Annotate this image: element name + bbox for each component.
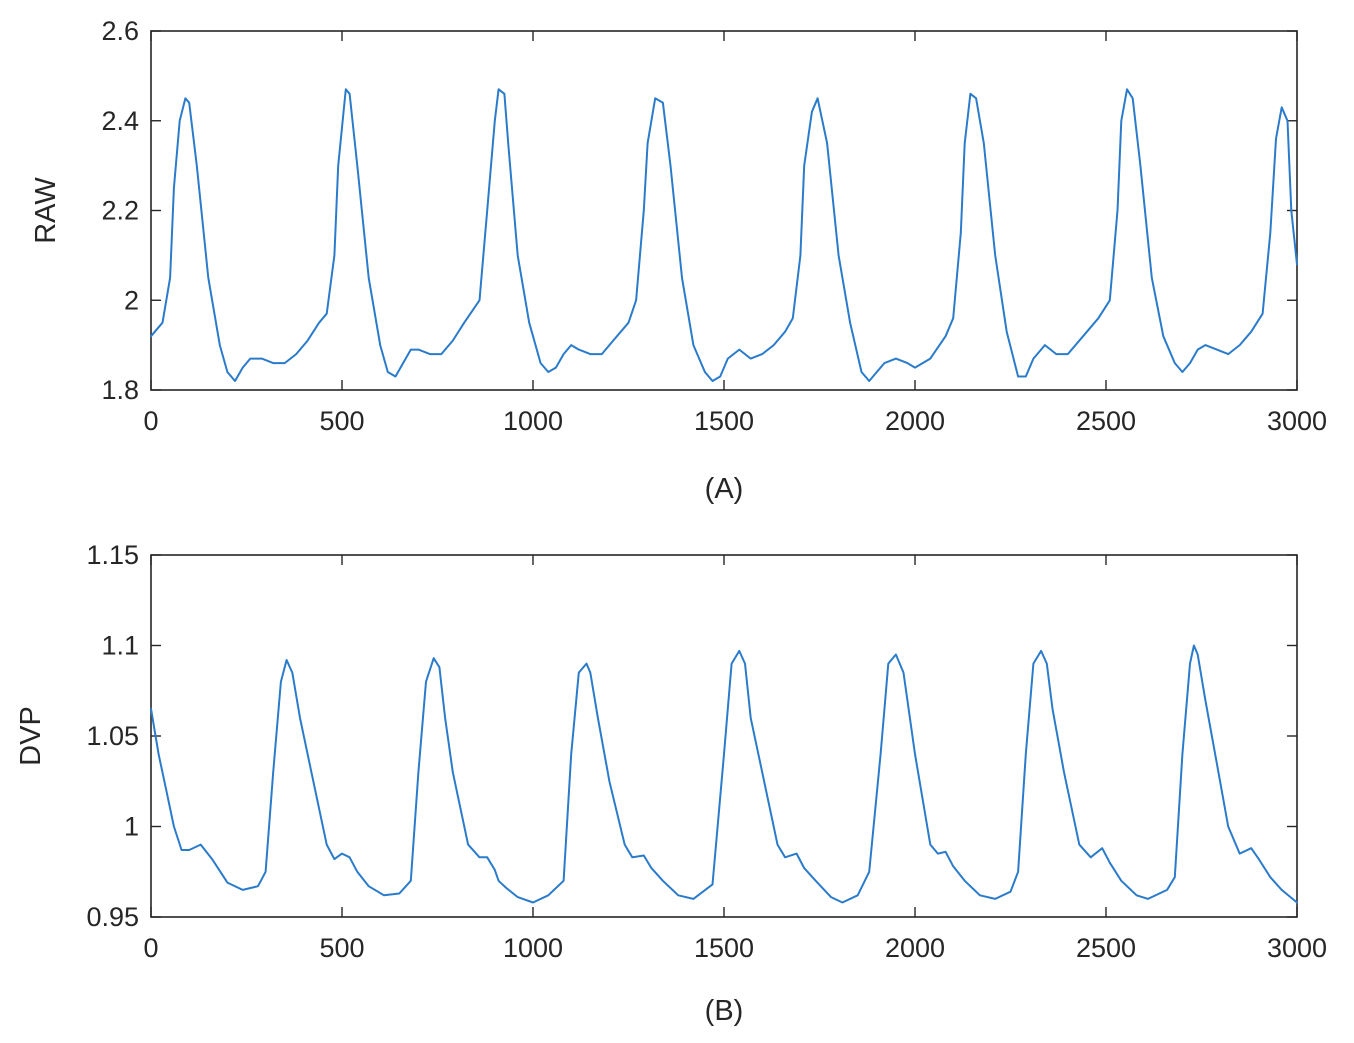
x-tick-label: 2000: [885, 406, 945, 436]
y-tick-label: 2: [124, 285, 139, 315]
x-tick-label: 1000: [503, 406, 563, 436]
x-tick-label: 1500: [694, 933, 754, 963]
x-tick-label: 2500: [1076, 933, 1136, 963]
y-tick-label: 0.95: [86, 902, 139, 932]
x-tick-label: 500: [319, 933, 364, 963]
y-axis-label: DVP: [15, 706, 47, 766]
panel-a: 0 500 1000 1500 2000 2500 3000 1.8 2 2.2 2.4 2.6 (A)…: [30, 16, 1327, 505]
y-tick-label: 2.4: [101, 106, 139, 136]
y-axis-label: RAW: [30, 177, 62, 244]
x-tick-label: 2500: [1076, 406, 1136, 436]
axes-box-a: [150, 30, 1298, 391]
y-tick-label: 1.15: [86, 540, 139, 570]
series-line-a: [150, 88, 1298, 382]
y-tick-label: 1: [124, 812, 139, 842]
x-axis-label: (B): [705, 995, 744, 1027]
y-tick-label: 2.6: [101, 16, 139, 46]
x-axis-label: (A): [705, 473, 744, 505]
x-tick-label: 3000: [1267, 406, 1327, 436]
axes-box-b: [150, 554, 1298, 918]
y-tick-label: 1.1: [101, 631, 139, 661]
x-tick-label: 3000: [1267, 933, 1327, 963]
x-tick-label: 2000: [885, 933, 945, 963]
x-tick-label: 0: [143, 933, 158, 963]
panel-b: 0 500 1000 1500 2000 2500 3000 0.95 1 1.05 1.1 1.15…: [15, 540, 1327, 1027]
y-tick-label: 2.2: [101, 196, 139, 226]
x-tick-label: 500: [319, 406, 364, 436]
y-tick-label: 1.8: [101, 375, 139, 405]
y-tick-label: 1.05: [86, 721, 139, 751]
x-tick-label: 1000: [503, 933, 563, 963]
x-tick-label: 1500: [694, 406, 754, 436]
series-line-b: [150, 644, 1298, 904]
x-tick-label: 0: [143, 406, 158, 436]
